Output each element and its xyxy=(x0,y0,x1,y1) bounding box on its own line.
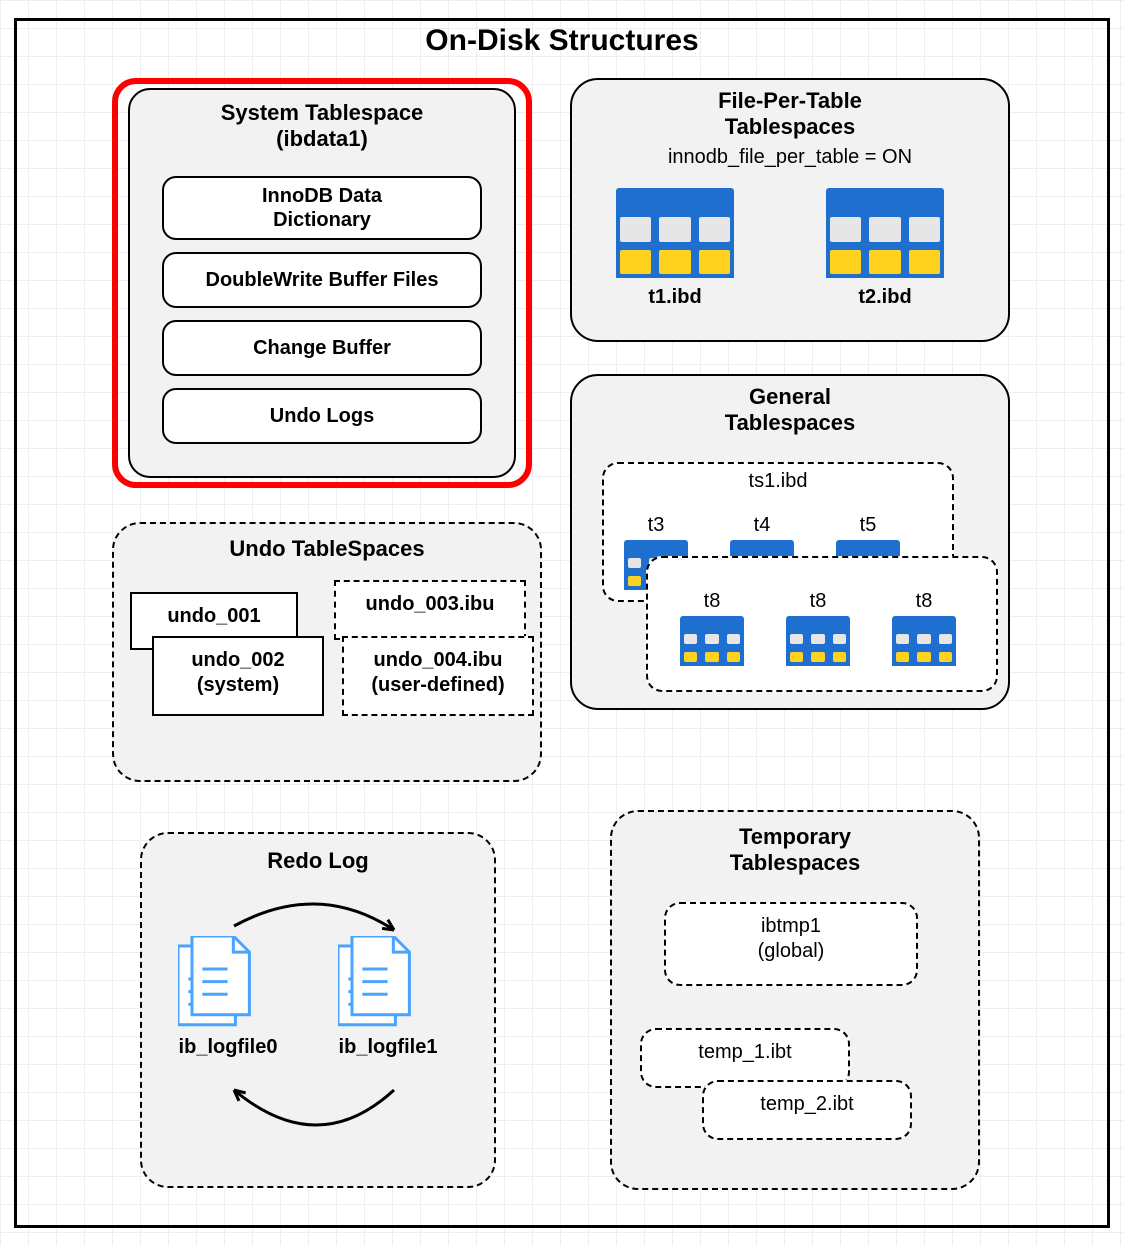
general-ts-table-label: t8 xyxy=(886,590,962,613)
redo-log-file-label: ib_logfile1 xyxy=(318,1036,458,1059)
undo-file-box: undo_002(system) xyxy=(152,636,324,716)
table-icon xyxy=(680,616,744,666)
table-icon xyxy=(892,616,956,666)
file-icon xyxy=(338,936,415,1029)
redo-log-file-label: ib_logfile0 xyxy=(158,1036,298,1059)
general-ts-group-label: ts1.ibd xyxy=(602,470,954,493)
system-tablespace-title-l2: (ibdata1) xyxy=(276,126,368,151)
general-ts-table-label: t4 xyxy=(724,514,800,537)
redo-log-title: Redo Log xyxy=(142,848,494,874)
undo-file-box: undo_004.ibu(user-defined) xyxy=(342,636,534,716)
general-ts-table-label: t5 xyxy=(830,514,906,537)
temp-ts-box: ibtmp1(global) xyxy=(664,902,918,986)
table-file-label: t1.ibd xyxy=(608,286,742,309)
system-tablespace-item: Undo Logs xyxy=(162,388,482,444)
general-tablespaces-title: General Tablespaces xyxy=(572,384,1008,437)
temporary-tss-title-l1: Temporary xyxy=(739,824,851,849)
general-tablespaces-title-l2: Tablespaces xyxy=(725,410,855,435)
undo-file-box: undo_003.ibu xyxy=(334,580,526,640)
table-icon xyxy=(826,188,944,278)
diagram-canvas: On-Disk Structures System Tablespace (ib… xyxy=(0,0,1124,1246)
system-tablespace-title: System Tablespace (ibdata1) xyxy=(130,100,514,153)
temp-ts-box: temp_2.ibt xyxy=(702,1080,912,1140)
system-tablespace-item: DoubleWrite Buffer Files xyxy=(162,252,482,308)
temporary-tablespaces-title: Temporary Tablespaces xyxy=(612,824,978,877)
general-tablespaces-title-l1: General xyxy=(749,384,831,409)
general-ts-table-label: t8 xyxy=(780,590,856,613)
table-file-label: t2.ibd xyxy=(818,286,952,309)
general-ts-table-label: t3 xyxy=(618,514,694,537)
general-ts-table-label: t8 xyxy=(674,590,750,613)
system-tablespace-item: InnoDB DataDictionary xyxy=(162,176,482,240)
file-per-table-title: File-Per-Table Tablespaces xyxy=(572,88,1008,141)
table-icon xyxy=(616,188,734,278)
temp-ts-box: temp_1.ibt xyxy=(640,1028,850,1088)
undo-tablespaces-title: Undo TableSpaces xyxy=(114,536,540,562)
diagram-title: On-Disk Structures xyxy=(0,24,1124,58)
file-per-table-sub: innodb_file_per_table = ON xyxy=(572,146,1008,169)
file-icon xyxy=(178,936,255,1029)
system-tablespace-title-l1: System Tablespace xyxy=(221,100,424,125)
file-per-table-title-l1: File-Per-Table xyxy=(718,88,862,113)
system-tablespace-item: Change Buffer xyxy=(162,320,482,376)
table-icon xyxy=(786,616,850,666)
file-per-table-title-l2: Tablespaces xyxy=(725,114,855,139)
temporary-tss-title-l2: Tablespaces xyxy=(730,850,860,875)
